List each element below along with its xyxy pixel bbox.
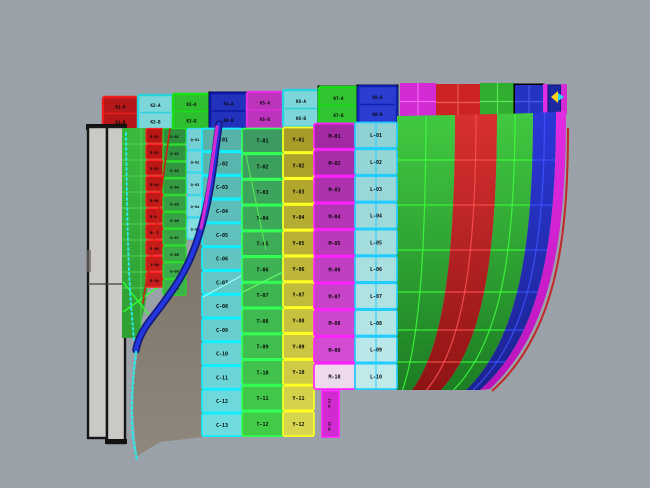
edge-curve[interactable] xyxy=(142,128,171,304)
orientation-flag-icon xyxy=(551,91,558,103)
surface-panel[interactable] xyxy=(145,207,164,224)
surface-panel[interactable] xyxy=(162,144,187,162)
surface-panel[interactable] xyxy=(162,178,187,195)
dotted-guide-curve[interactable] xyxy=(125,132,135,341)
surface-panel[interactable] xyxy=(321,390,340,438)
surface-panel[interactable] xyxy=(186,195,204,218)
surface-panel[interactable] xyxy=(241,359,284,386)
surface-panel[interactable] xyxy=(282,359,315,386)
surface-panel[interactable] xyxy=(186,150,204,173)
seam-line xyxy=(202,275,242,298)
surface-panel[interactable] xyxy=(186,172,204,195)
unpaneled-surface[interactable] xyxy=(133,229,205,456)
seam-line xyxy=(122,281,150,316)
surface-panel[interactable] xyxy=(241,179,284,206)
surface-panel[interactable] xyxy=(282,152,315,179)
grid-line xyxy=(472,112,546,390)
surface-panel[interactable] xyxy=(186,127,204,151)
surface-panel[interactable] xyxy=(313,362,356,390)
hull-band-red[interactable] xyxy=(412,114,497,390)
hull-band-magenta[interactable] xyxy=(480,111,566,390)
surface-panel[interactable] xyxy=(282,281,315,308)
surface-panel[interactable] xyxy=(201,151,243,176)
surface-panel[interactable] xyxy=(162,195,187,212)
surface-panel[interactable] xyxy=(201,389,243,414)
surface-panel[interactable] xyxy=(201,294,243,319)
surface-panel[interactable] xyxy=(282,204,315,231)
seam-line xyxy=(242,271,284,293)
surface-panel[interactable] xyxy=(241,256,284,283)
surface-panel[interactable] xyxy=(282,410,315,437)
dotted-guide-curve[interactable] xyxy=(130,350,139,462)
grid-line xyxy=(426,114,477,390)
rim-edge-strip xyxy=(561,84,567,114)
surface-panel[interactable] xyxy=(282,384,315,412)
grid-line xyxy=(401,115,427,390)
surface-panel[interactable] xyxy=(241,204,284,231)
surface-panel[interactable] xyxy=(162,161,187,179)
surface-panel[interactable] xyxy=(145,159,164,176)
surface-panel[interactable] xyxy=(162,245,187,263)
surface-panel[interactable] xyxy=(313,282,356,310)
surface-panel[interactable] xyxy=(241,333,284,360)
surface-panel[interactable] xyxy=(201,270,243,295)
orientation-flag-icon xyxy=(558,93,564,101)
surface-panel[interactable] xyxy=(282,178,315,205)
surface-panel[interactable] xyxy=(162,127,187,145)
surface-panel[interactable] xyxy=(282,255,315,282)
surface-panel[interactable] xyxy=(201,222,243,247)
surface-panel[interactable] xyxy=(145,175,164,192)
surface-panel[interactable] xyxy=(282,333,315,360)
surface-panel[interactable] xyxy=(313,122,356,150)
surface-panel[interactable] xyxy=(241,410,284,437)
surface-panel[interactable] xyxy=(282,126,315,153)
surface-panel[interactable] xyxy=(241,282,284,309)
hull-band-green-1[interactable] xyxy=(393,115,455,390)
flat-slab-outer[interactable] xyxy=(86,125,109,440)
surface-panel[interactable] xyxy=(201,317,243,342)
surface-panel[interactable] xyxy=(282,229,315,257)
surface-panel[interactable] xyxy=(201,365,243,390)
surface-panel[interactable] xyxy=(313,176,356,204)
hull-band-blue[interactable] xyxy=(466,112,556,390)
surface-panel[interactable] xyxy=(162,228,187,246)
hull-edge-line xyxy=(491,127,569,392)
surface-panel[interactable] xyxy=(282,307,315,334)
rim-edge-strip xyxy=(543,84,548,115)
hull-band-green-2[interactable] xyxy=(441,113,533,390)
surface-panel[interactable] xyxy=(313,149,356,177)
surface-panel[interactable] xyxy=(201,246,243,271)
surface-panel[interactable] xyxy=(313,202,356,230)
surface-panel[interactable] xyxy=(313,229,356,257)
surface-panel[interactable] xyxy=(313,256,356,284)
surface-panel[interactable] xyxy=(145,143,164,160)
mast-curve[interactable] xyxy=(133,121,222,353)
guide-curve[interactable] xyxy=(199,125,219,230)
grid-line xyxy=(453,113,516,390)
surface-panel[interactable] xyxy=(201,127,243,152)
slab-bottom-edge xyxy=(105,439,127,444)
surface-panel[interactable] xyxy=(241,127,284,154)
slab-mark xyxy=(87,250,91,272)
seam-line xyxy=(245,154,267,251)
surface-panel[interactable] xyxy=(145,127,164,144)
surface-panel[interactable] xyxy=(162,211,187,229)
surface-panel[interactable] xyxy=(241,385,284,412)
surface-panel[interactable] xyxy=(313,309,356,337)
surface-panel[interactable] xyxy=(201,412,243,437)
surface-panel[interactable] xyxy=(313,336,356,364)
surface-panel[interactable] xyxy=(201,341,243,366)
surface-panel[interactable] xyxy=(241,307,284,334)
